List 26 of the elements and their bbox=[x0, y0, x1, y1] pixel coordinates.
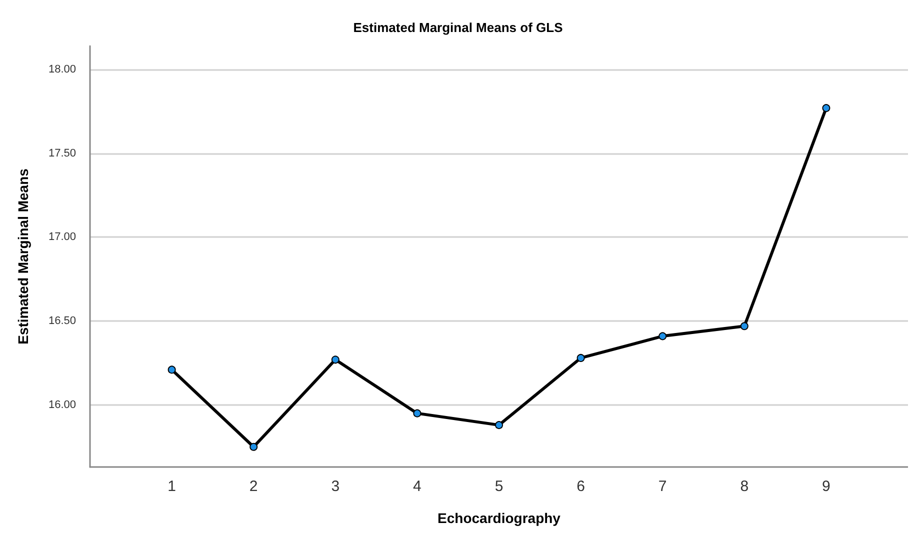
x-tick-label: 5 bbox=[494, 478, 504, 495]
x-tick-label: 2 bbox=[249, 478, 258, 495]
y-tick-label: 18.00 bbox=[48, 63, 76, 76]
point bbox=[822, 104, 830, 112]
point bbox=[658, 332, 667, 340]
y-tick-label: 17.00 bbox=[48, 231, 76, 244]
x-tick-label: 9 bbox=[822, 478, 830, 495]
point bbox=[576, 354, 585, 362]
point bbox=[168, 366, 176, 374]
point bbox=[331, 356, 340, 364]
x-tick-label: 7 bbox=[658, 478, 667, 495]
y-tick-label: 16.50 bbox=[48, 315, 76, 328]
x-tick-label: 4 bbox=[413, 478, 422, 495]
point bbox=[250, 442, 258, 451]
x-axis-title: Echocardiography bbox=[438, 510, 561, 526]
point bbox=[495, 421, 503, 430]
y-tick-label: 16.00 bbox=[48, 398, 76, 411]
point bbox=[740, 322, 748, 330]
x-tick-label: 8 bbox=[740, 478, 749, 495]
chart-title: Estimated Marginal Means of GLS bbox=[353, 20, 564, 35]
y-tick-label: 17.50 bbox=[48, 147, 76, 160]
point bbox=[413, 409, 422, 418]
x-tick-label: 6 bbox=[576, 478, 585, 495]
x-tick-label: 3 bbox=[331, 478, 340, 495]
x-tick-label: 1 bbox=[168, 478, 176, 495]
y-axis-title: Estimated Marginal Means bbox=[15, 168, 31, 344]
